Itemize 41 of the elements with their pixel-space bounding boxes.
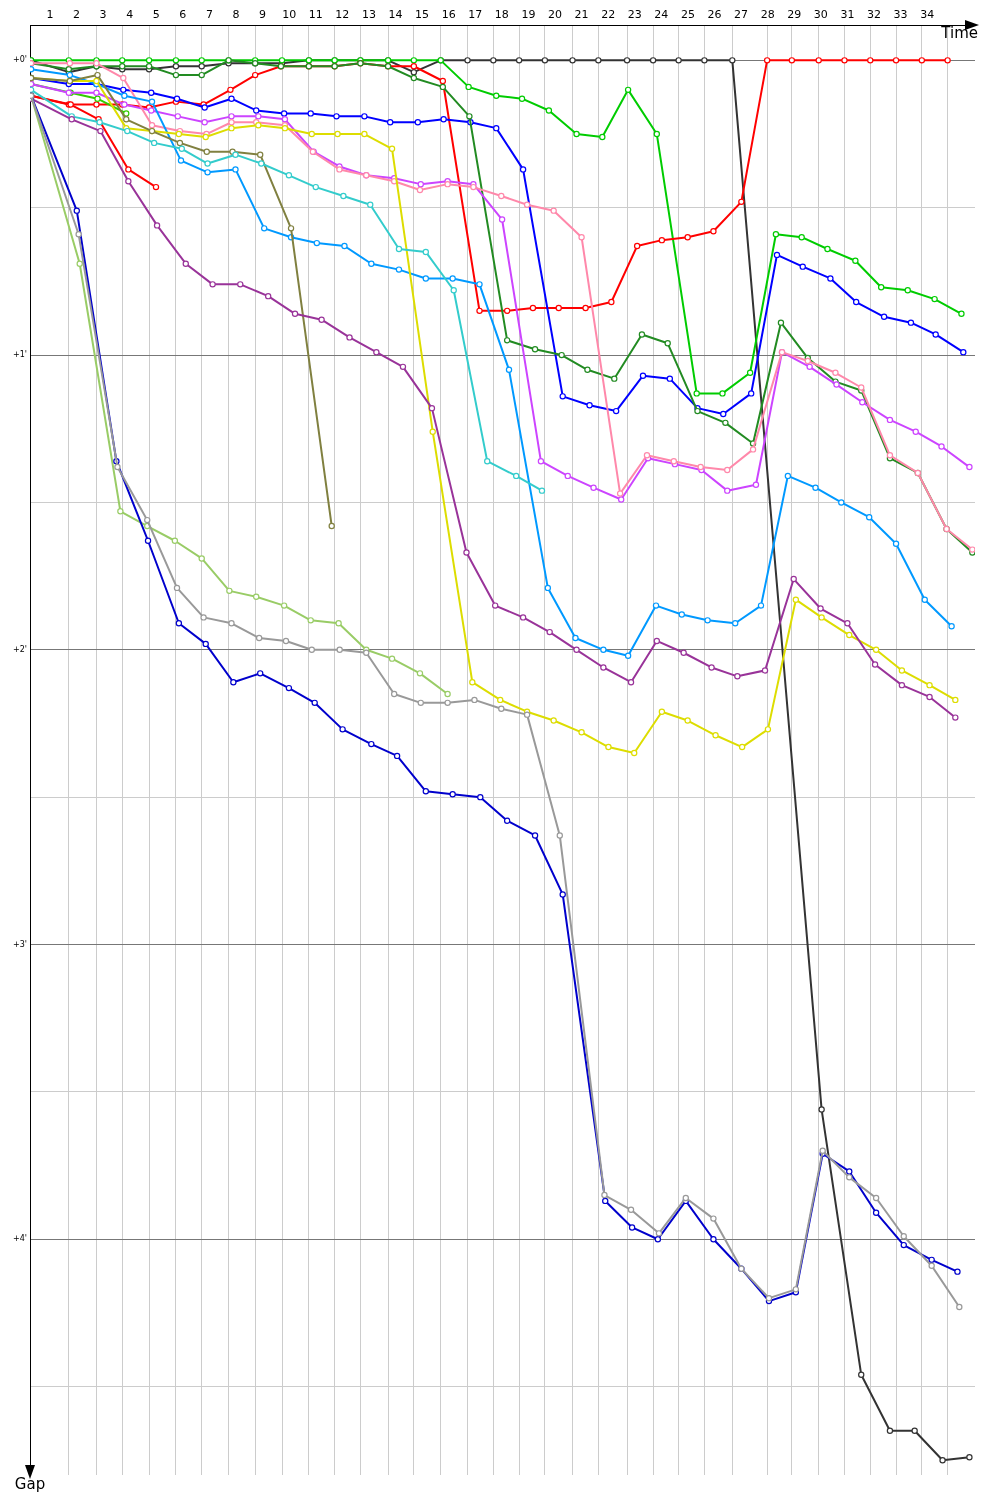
x-tick-label: 14 [388,8,403,22]
x-tick-label: 23 [627,8,642,22]
y-tick-label: +4' [13,1234,27,1244]
x-tick-label: 19 [521,8,536,22]
y-tick-label: +2' [13,644,27,654]
x-tick-label: 31 [840,8,855,22]
x-tick-label: 29 [787,8,802,22]
x-tick-label: 21 [574,8,589,22]
y-tick-label: +0' [13,55,27,65]
y-tick-label: +1' [13,350,27,360]
x-tick-label: 5 [152,8,160,22]
x-tick-label: 2 [73,8,81,22]
x-tick-label: 34 [920,8,935,22]
x-tick-label: 26 [707,8,722,22]
x-tick-label: 20 [548,8,562,22]
x-tick-label: 3 [99,8,107,22]
x-tick-label: 12 [335,8,350,22]
x-tick-label: 17 [468,8,483,22]
x-tick-label: 24 [654,8,669,22]
x-tick-label: 9 [259,8,267,22]
x-tick-label: 16 [441,8,456,22]
x-tick-label: 32 [866,8,881,22]
x-tick-label: 8 [232,8,240,22]
x-tick-label: 15 [415,8,430,22]
x-tick-label: 33 [893,8,908,22]
x-tick-label: 22 [601,8,616,22]
y-axis-title: Gap [14,1475,46,1494]
x-tick-label: 1 [46,8,54,22]
x-tick-label: 10 [282,8,297,22]
x-tick-label: 4 [126,8,134,22]
y-tick-label: +3' [13,939,27,949]
x-tick-label: 11 [308,8,323,22]
x-tick-label: 6 [179,8,187,22]
x-axis-title: Time [940,24,978,43]
x-tick-label: 27 [734,8,749,22]
x-tick-label: 30 [813,8,828,22]
x-tick-label: 28 [760,8,775,22]
x-tick-label: 7 [205,8,213,22]
x-tick-label: 18 [494,8,509,22]
x-tick-label: 13 [361,8,376,22]
x-tick-label: 25 [680,8,695,22]
